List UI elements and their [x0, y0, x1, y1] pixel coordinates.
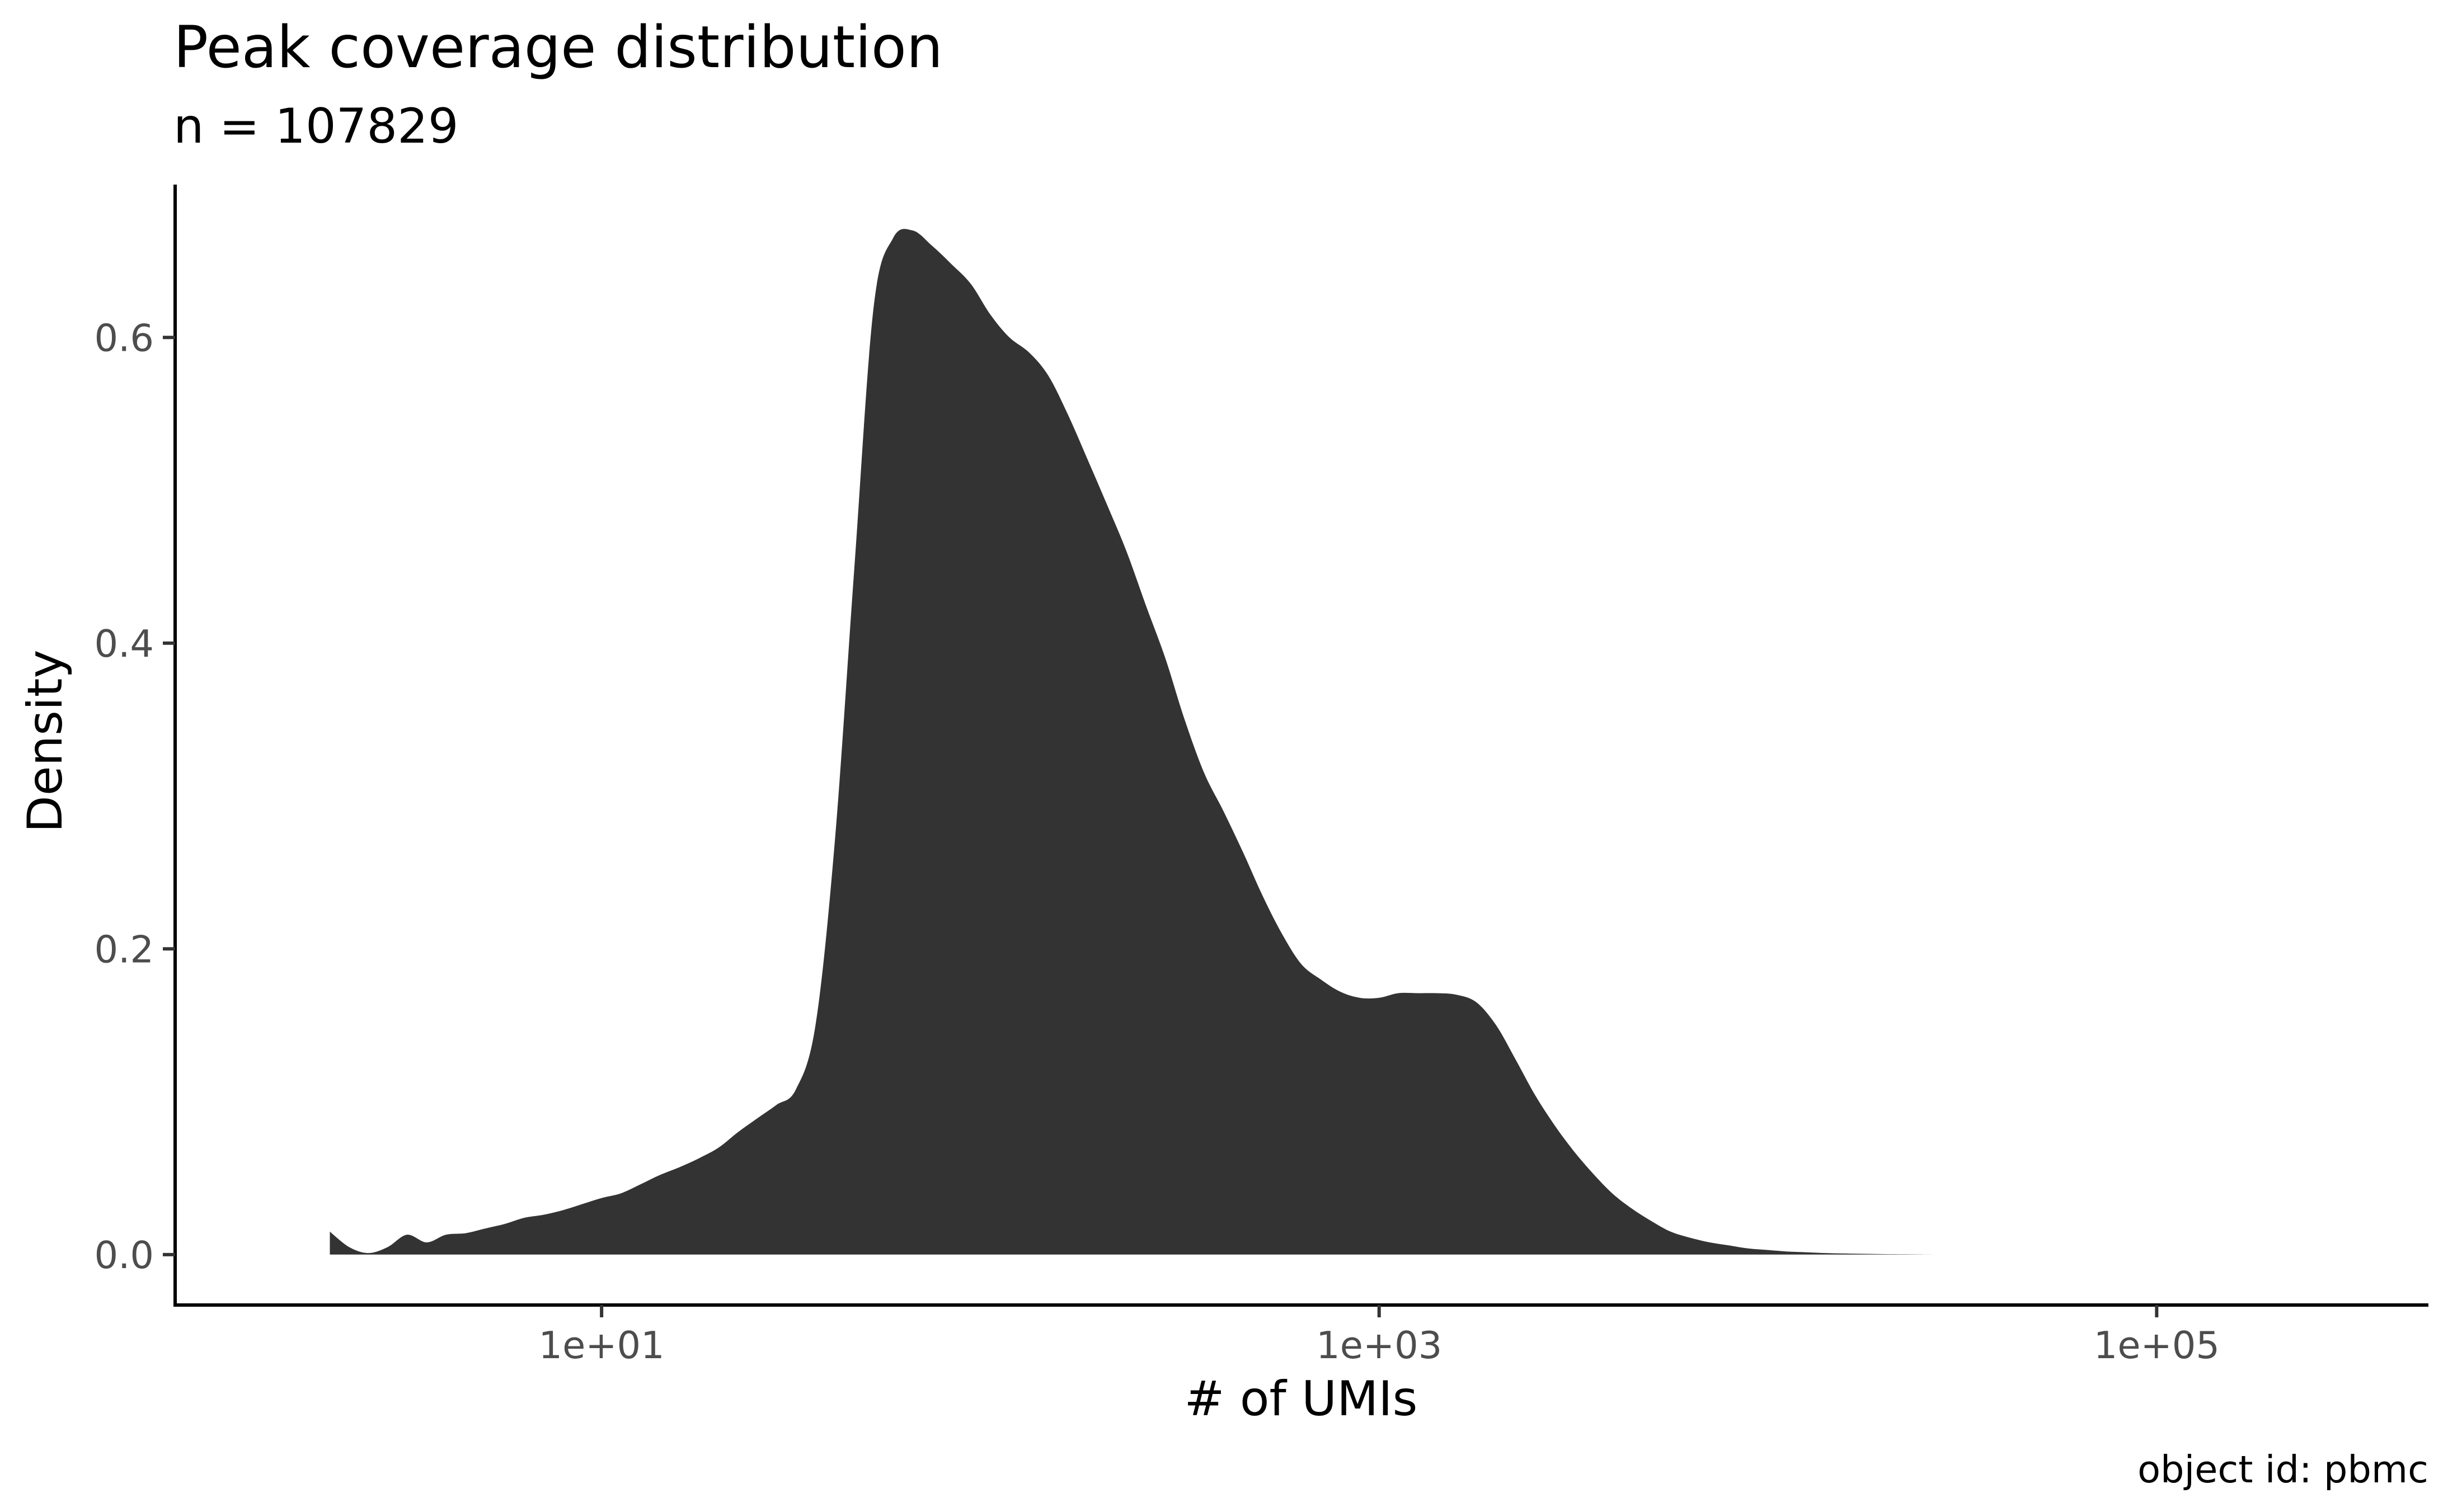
y-tick-label: 0.2	[94, 927, 154, 971]
plot-area	[330, 229, 2351, 1255]
y-tick-label: 0.4	[94, 622, 154, 666]
y-axis-title: Density	[17, 650, 73, 833]
x-tick-label: 1e+01	[539, 1323, 665, 1367]
density-area	[330, 229, 2351, 1255]
x-axis-ticks: 1e+01 1e+03 1e+05	[539, 1305, 2220, 1367]
y-tick-label: 0.6	[94, 316, 154, 360]
x-axis-title: # of UMIs	[1185, 1371, 1418, 1427]
y-tick-label: 0.0	[94, 1233, 154, 1277]
chart-caption: object id: pbmc	[2137, 1448, 2428, 1491]
x-tick-label: 1e+05	[2094, 1323, 2220, 1367]
y-axis-ticks: 0.0 0.2 0.4 0.6	[94, 316, 175, 1277]
x-tick-label: 1e+03	[1316, 1323, 1442, 1367]
chart-title: Peak coverage distribution	[173, 14, 943, 81]
chart-subtitle: n = 107829	[173, 98, 459, 154]
